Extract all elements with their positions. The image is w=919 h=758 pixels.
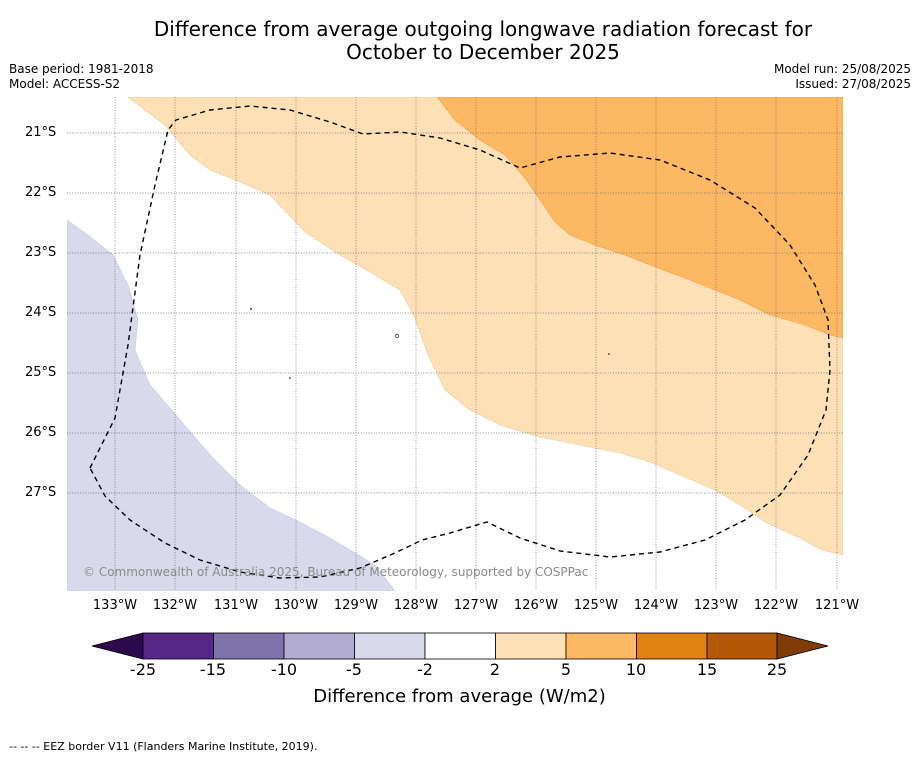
colorbar-tick: 5: [560, 660, 572, 679]
meta-right: Model run: 25/08/2025 Issued: 27/08/2025: [774, 62, 911, 92]
lon-label: 132°W: [152, 598, 198, 613]
colorbar-tick: 10: [625, 660, 647, 679]
island-marker: [289, 377, 291, 379]
colorbar-bin: [706, 632, 778, 660]
lat-label: 26°S: [25, 425, 57, 440]
island-marker: [608, 353, 610, 355]
colorbar-bin: [283, 632, 355, 660]
lon-label: 122°W: [753, 598, 799, 613]
colorbar-tick: -25: [129, 660, 157, 679]
lat-label: 27°S: [25, 485, 57, 500]
lat-label: 25°S: [25, 365, 57, 380]
base-period: Base period: 1981-2018: [9, 62, 154, 76]
lon-label: 125°W: [573, 598, 619, 613]
negative-anomaly-region: [67, 219, 396, 591]
colorbar-bin: [213, 632, 285, 660]
eez-footnote: -- -- -- EEZ border V11 (Flanders Marine…: [9, 740, 318, 753]
map-title: Difference from average outgoing longwav…: [0, 18, 919, 64]
colorbar-bin: [424, 632, 496, 660]
colorbar-bin: [565, 632, 637, 660]
colorbar-extend-low: [91, 632, 144, 660]
meta-left: Base period: 1981-2018 Model: ACCESS-S2: [9, 62, 154, 92]
model-run: Model run: 25/08/2025: [773, 62, 911, 76]
colorbar: [91, 632, 829, 660]
colorbar-bin: [495, 632, 567, 660]
colorbar-bin: [142, 632, 214, 660]
colorbar-tick: -2: [417, 660, 433, 679]
island-marker: [250, 308, 252, 310]
colorbar-tick: 15: [696, 660, 718, 679]
lon-label: 126°W: [513, 598, 559, 613]
lon-label: 130°W: [273, 598, 319, 613]
lon-label: 123°W: [693, 598, 739, 613]
title-line-1: Difference from average outgoing longwav…: [153, 17, 813, 41]
lat-label: 24°S: [25, 305, 57, 320]
colorbar-tick: 25: [766, 660, 788, 679]
lon-label: 124°W: [633, 598, 679, 613]
lon-label: 133°W: [92, 598, 138, 613]
colorbar-bin: [354, 632, 426, 660]
lat-label: 23°S: [25, 245, 57, 260]
colorbar-tick: 2: [489, 660, 501, 679]
lon-label: 128°W: [393, 598, 439, 613]
lon-label: 131°W: [213, 598, 259, 613]
island-marker: [395, 334, 399, 338]
graticule: [67, 97, 843, 591]
lon-label: 121°W: [814, 598, 860, 613]
lat-label: 21°S: [25, 125, 57, 140]
lat-label: 22°S: [25, 185, 57, 200]
colorbar-tick: -15: [199, 660, 227, 679]
copyright-credit: © Commonwealth of Australia 2025, Bureau…: [83, 565, 589, 579]
title-line-2: October to December 2025: [346, 40, 620, 64]
positive-anomaly-region-moderate: [436, 97, 843, 339]
colorbar-tick: -5: [346, 660, 362, 679]
model-name: Model: ACCESS-S2: [9, 77, 121, 91]
colorbar-tick: -10: [270, 660, 298, 679]
lon-label: 129°W: [333, 598, 379, 613]
colorbar-label: Difference from average (W/m2): [313, 686, 606, 707]
eez-border: [89, 105, 831, 579]
colorbar-bin: [636, 632, 708, 660]
map-area: [67, 97, 843, 591]
lon-label: 127°W: [453, 598, 499, 613]
issued-date: Issued: 27/08/2025: [795, 77, 911, 91]
colorbar-extend-high: [776, 632, 829, 660]
